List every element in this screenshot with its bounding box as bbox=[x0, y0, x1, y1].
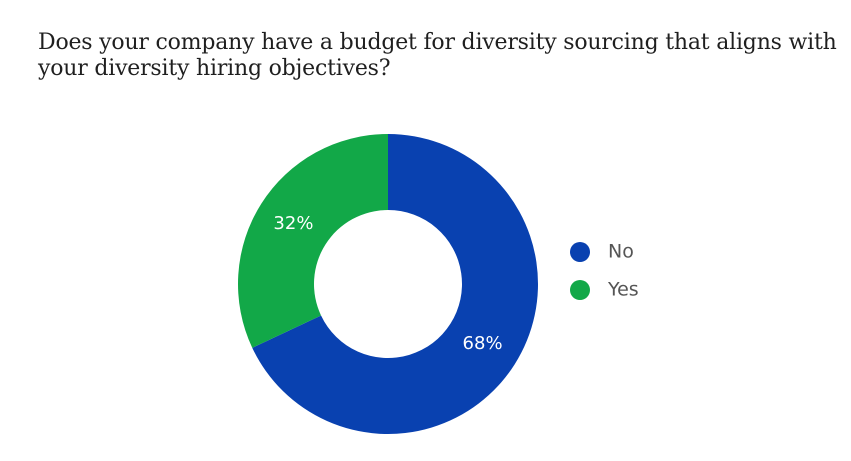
data-label-no: 68% bbox=[463, 333, 503, 354]
slice-no bbox=[252, 134, 538, 434]
legend-marker-yes bbox=[570, 280, 590, 300]
legend-label-no: No bbox=[608, 241, 634, 263]
legend-marker-no bbox=[570, 242, 590, 262]
legend: No Yes bbox=[570, 241, 639, 301]
legend-label-yes: Yes bbox=[607, 279, 639, 301]
data-label-yes: 32% bbox=[273, 213, 313, 234]
question-title: Does your company have a budget for dive… bbox=[38, 30, 837, 81]
donut-slices bbox=[238, 134, 538, 434]
slice-yes bbox=[238, 134, 388, 348]
donut-data-labels: 68% 32% bbox=[273, 213, 502, 354]
